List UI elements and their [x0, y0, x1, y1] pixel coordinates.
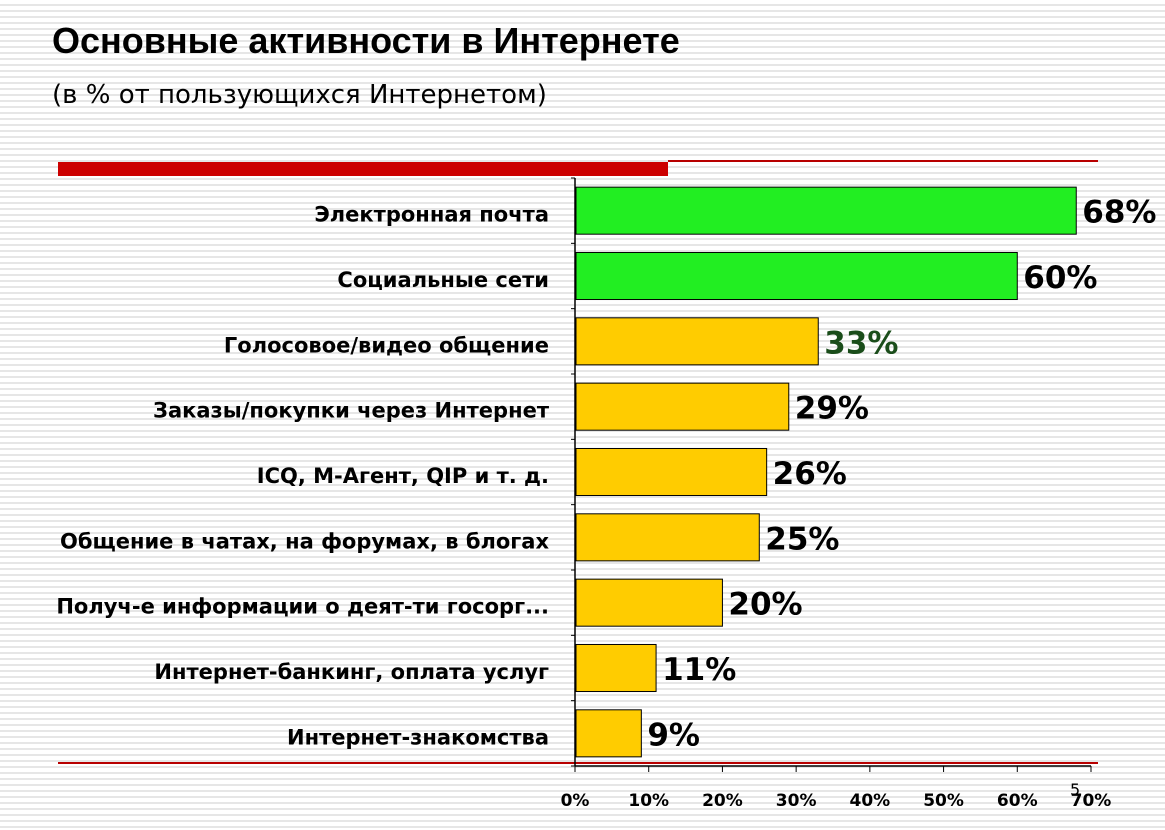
- bar: [575, 513, 760, 562]
- category-label: Электронная почта: [314, 203, 549, 227]
- bar: [575, 447, 768, 497]
- slide-subtitle: (в % от пользующихся Интернетом): [52, 80, 547, 110]
- value-label: 29%: [795, 391, 869, 427]
- slide-title: Основные активности в Интернете: [52, 20, 680, 61]
- x-tick-label: 10%: [628, 791, 669, 811]
- category-label: Получ-е информации о деят-ти госорг...: [56, 595, 549, 619]
- value-label: 9%: [647, 717, 700, 753]
- category-label: Интернет-банкинг, оплата услуг: [154, 660, 549, 684]
- accent-bar: [58, 162, 668, 176]
- bar: [575, 251, 1018, 301]
- x-tick-label: 30%: [776, 791, 817, 811]
- category-label: Социальные сети: [337, 268, 549, 292]
- x-tick-label: 50%: [923, 791, 964, 811]
- category-label: Общение в чатах, на форумах, в блогах: [60, 529, 549, 553]
- bar: [575, 578, 723, 627]
- bar: [575, 317, 819, 366]
- bar: [575, 186, 1077, 235]
- category-label: ICQ, М-Агент, QIP и т. д.: [257, 464, 549, 488]
- bar: [575, 643, 657, 693]
- value-label: 20%: [728, 587, 802, 623]
- category-label: Интернет-знакомства: [287, 725, 549, 749]
- value-label: 33%: [824, 325, 898, 361]
- x-tick-label: 0%: [561, 791, 590, 811]
- bar: [575, 709, 642, 758]
- value-label: 11%: [662, 652, 736, 688]
- x-tick-label: 20%: [702, 791, 743, 811]
- x-tick-label: 60%: [997, 791, 1038, 811]
- value-label: 68%: [1082, 195, 1156, 231]
- divider-line-bottom: [58, 762, 1098, 764]
- value-label: 60%: [1023, 260, 1097, 296]
- value-label: 26%: [773, 456, 847, 492]
- divider-line-top: [668, 160, 1098, 162]
- category-label: Заказы/покупки через Интернет: [153, 399, 550, 423]
- value-label: 25%: [765, 521, 839, 557]
- category-label: Голосовое/видео общение: [224, 333, 549, 357]
- bar: [575, 382, 790, 431]
- x-tick-label: 70%: [1071, 791, 1112, 811]
- slide-number: 5: [1070, 780, 1081, 799]
- x-tick-label: 40%: [850, 791, 891, 811]
